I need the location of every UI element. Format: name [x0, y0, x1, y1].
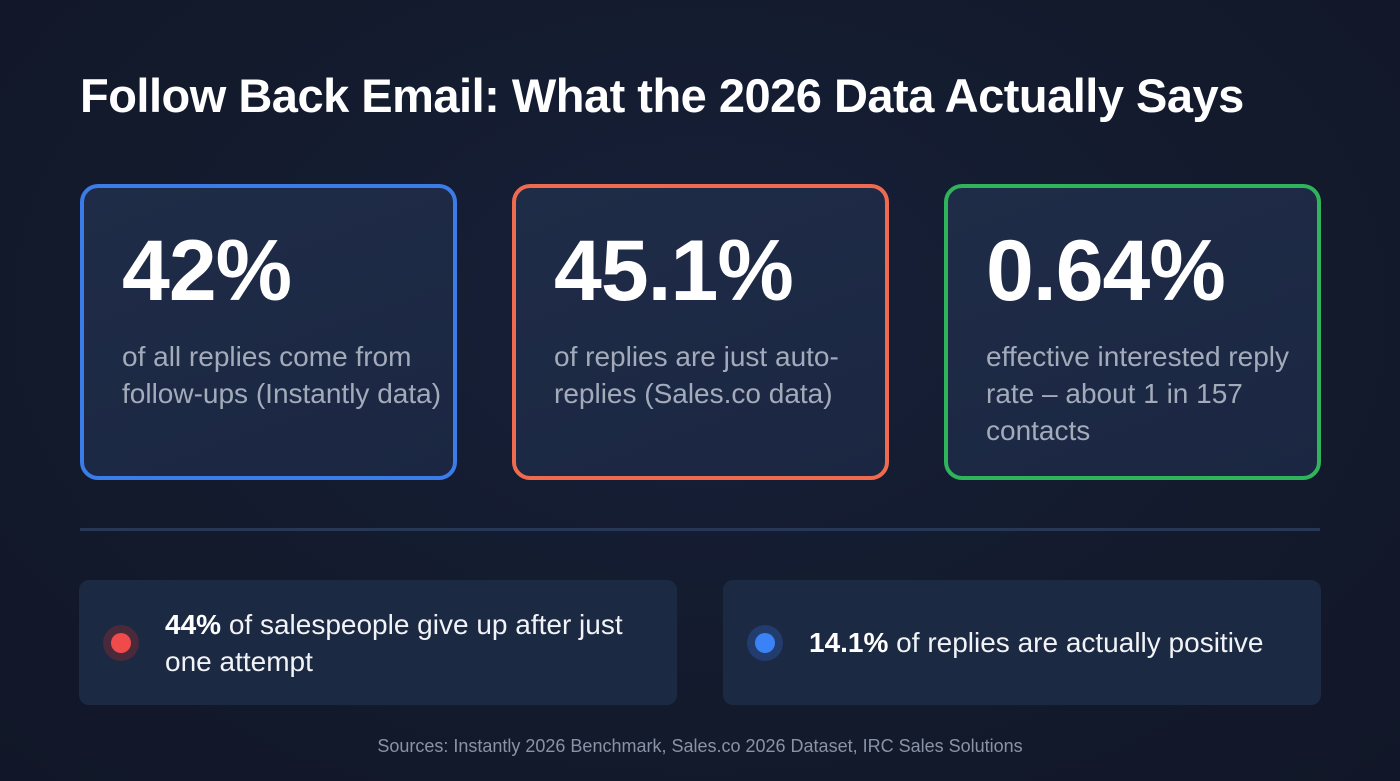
fact-body: of salespeople give up after just one at…	[165, 608, 623, 677]
blue-dot-icon	[747, 624, 783, 661]
fact-highlight: 44%	[165, 608, 222, 640]
fact-text: 44% of salespeople give up after just on…	[165, 606, 645, 680]
stat-description: effective interested reply rate – about …	[986, 341, 1289, 446]
stat-description: of replies are just auto-replies (Sales.…	[554, 341, 839, 409]
stat-value: 0.64%	[986, 223, 1226, 319]
red-dot-icon	[103, 624, 139, 661]
fact-positive-replies: 14.1% of replies are actually positive	[723, 580, 1321, 705]
fact-body: of replies are actually positive	[888, 627, 1264, 658]
section-divider	[80, 528, 1320, 531]
page-title: Follow Back Email: What the 2026 Data Ac…	[80, 69, 1244, 122]
fact-highlight: 14.1%	[809, 627, 889, 658]
stat-value: 45.1%	[554, 223, 794, 319]
stat-card-auto-replies: 45.1% of replies are just auto-replies (…	[512, 184, 889, 480]
stat-value: 42%	[122, 223, 292, 319]
stat-description: of all replies come from follow-ups (Ins…	[122, 341, 442, 409]
stat-card-interested-rate: 0.64% effective interested reply rate – …	[944, 184, 1321, 480]
fact-text: 14.1% of replies are actually positive	[809, 624, 1289, 661]
sources-footnote: Sources: Instantly 2026 Benchmark, Sales…	[377, 736, 1023, 756]
stat-card-follow-ups: 42% of all replies come from follow-ups …	[80, 184, 457, 480]
fact-give-up: 44% of salespeople give up after just on…	[79, 580, 677, 705]
